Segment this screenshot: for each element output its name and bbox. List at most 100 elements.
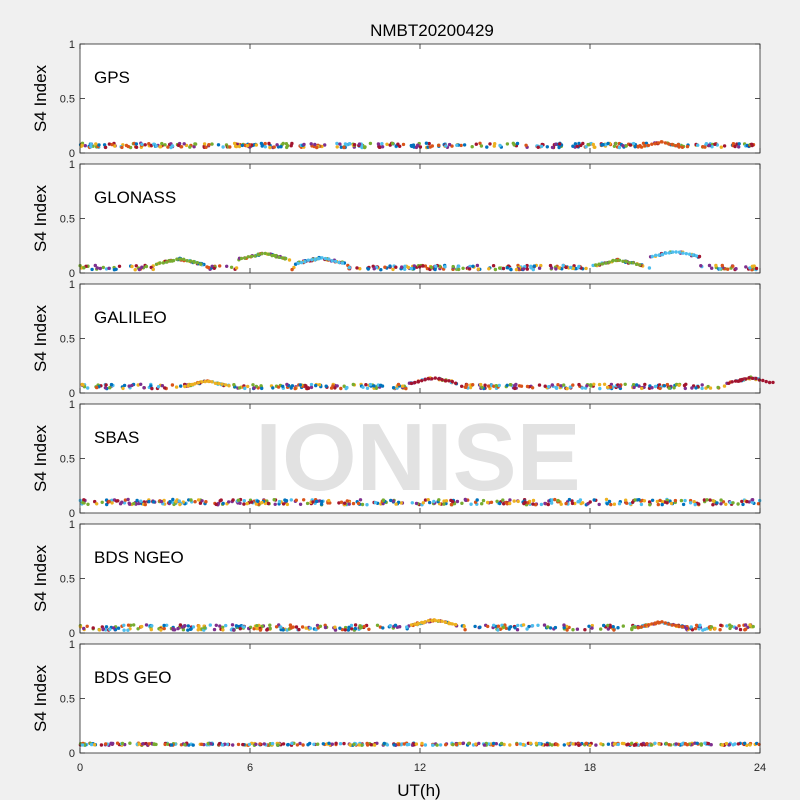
data-point [743,623,748,627]
data-point [99,743,104,747]
data-point [433,376,437,380]
data-point [86,386,90,390]
data-point [623,382,627,386]
data-point [143,143,147,147]
data-point [650,386,654,390]
data-point [477,741,481,746]
data-point [103,145,108,150]
data-point [525,267,529,271]
data-point [280,256,284,260]
data-point [123,498,128,502]
data-point [513,626,517,630]
data-point [607,499,612,504]
data-point [142,386,146,390]
panel-background [80,404,760,513]
data-point [464,498,468,502]
data-point [293,386,297,391]
data-point [464,385,468,389]
data-point [657,253,661,257]
data-point [214,502,218,507]
data-point [493,267,498,272]
y-tick-label: 1 [69,39,75,51]
data-point [480,385,484,389]
data-point [200,380,204,384]
data-point [449,498,453,503]
data-point [597,262,601,266]
data-point [160,141,164,146]
data-point [691,253,695,257]
data-point [689,625,693,629]
data-point [654,253,658,257]
data-point [491,264,496,268]
data-point [120,145,124,150]
data-point [102,143,107,147]
data-point [134,264,138,268]
data-point [645,742,649,746]
data-point [286,742,290,747]
data-point [260,624,264,628]
data-point [238,627,242,631]
data-point [372,384,376,388]
data-point [378,145,382,149]
data-point [414,742,419,746]
data-point [636,145,640,149]
data-point [134,142,139,146]
data-point [154,144,158,148]
data-point [345,385,349,390]
data-point [274,625,279,629]
data-point [253,254,257,258]
data-point [189,498,193,502]
data-point [227,384,231,388]
data-point [733,379,738,383]
data-point [385,142,389,146]
data-point [182,257,186,261]
data-point [152,742,156,746]
data-point [383,265,387,269]
data-point [137,501,141,506]
data-point [324,384,328,388]
data-point [536,145,540,149]
chart-title: NMBT20200429 [370,21,494,40]
data-point [727,743,732,747]
data-point [496,624,501,628]
data-point [366,267,370,271]
data-point [767,380,772,385]
data-point [667,743,671,747]
data-point [137,267,142,272]
data-point [447,621,451,626]
y-tick-label: 0.5 [60,214,75,226]
data-point [628,143,633,147]
panels: 0 0.5 1 GPS S4 Index 0 0.5 1 GLONASS S4 Index 0 0.5… [31,39,775,774]
data-point [268,145,272,150]
data-point [260,252,264,256]
data-point [414,501,419,506]
data-point [421,501,425,505]
data-point [231,498,235,502]
data-point [171,497,175,502]
data-point [320,499,324,504]
data-point [512,499,516,503]
data-point [365,386,370,390]
data-point [680,625,685,629]
data-point [338,142,342,146]
data-point [268,623,272,627]
data-point [160,384,165,388]
data-point [281,502,286,506]
data-point [191,743,195,747]
data-point [263,251,267,256]
data-point [139,499,143,503]
data-point [276,385,281,389]
data-point [279,625,283,629]
data-point [107,499,111,504]
data-point [230,623,235,627]
data-point [656,502,660,507]
y-tick-label: 0 [69,628,75,640]
data-point [565,386,569,391]
data-point [347,265,352,270]
x-tick-label: 6 [247,762,253,774]
data-point [104,625,109,629]
data-point [392,743,396,747]
data-point [756,502,761,506]
data-point [162,498,166,503]
data-point [639,145,644,149]
